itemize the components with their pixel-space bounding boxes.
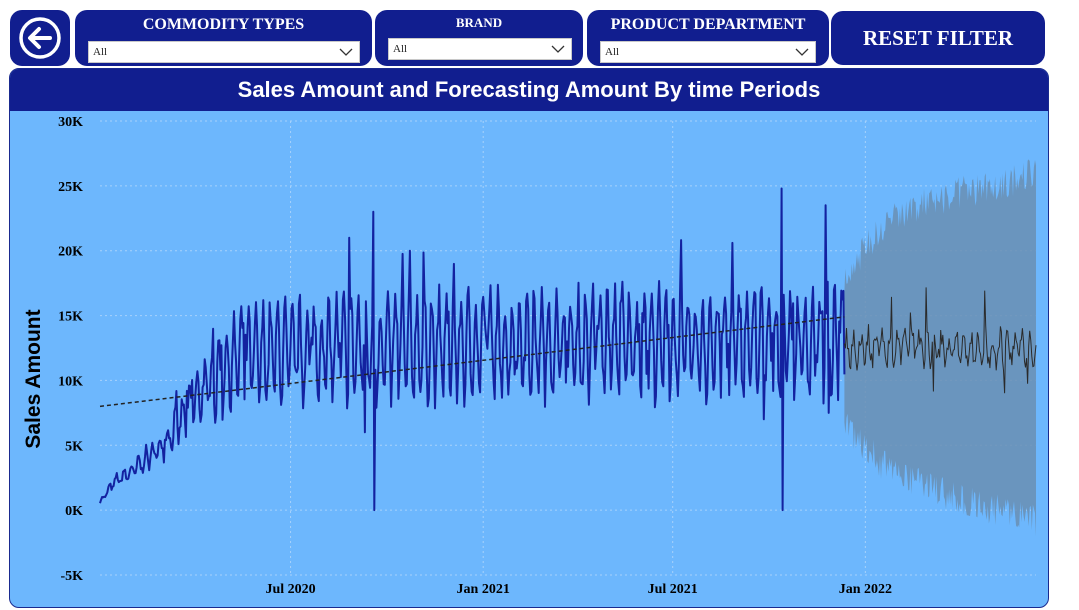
y-tick-label: 5K [65,439,83,454]
chevron-down-icon [551,45,565,53]
y-tick-label: 10K [58,374,83,389]
chevron-down-icon [795,48,809,56]
trend-dashed-line [99,316,845,408]
sales-forecast-panel: Sales Amount and Forecasting Amount By t… [9,68,1049,608]
chevron-down-icon [339,48,353,56]
dropdown-value: All [393,43,408,55]
y-tick-label: 15K [58,310,83,325]
x-tick-label: Jan 2022 [839,582,892,597]
forecast-series [843,287,1037,394]
product-department-dropdown[interactable]: All [600,41,816,63]
commodity-types-dropdown[interactable]: All [88,41,360,63]
brand-slicer: BRAND All [375,10,583,66]
y-tick-label: 25K [58,180,83,195]
dropdown-value: All [93,46,108,58]
chart-title: Sales Amount and Forecasting Amount By t… [10,69,1048,111]
slicer-title: PRODUCT DEPARTMENT [610,16,806,33]
reset-filter-button[interactable]: RESET FILTER [831,11,1045,65]
brand-dropdown[interactable]: All [388,38,572,60]
trend-line [99,316,845,408]
actual-series [99,187,846,512]
x-tick-label: Jul 2020 [265,582,315,597]
back-arrow-icon [19,17,61,59]
dropdown-value: All [605,46,620,58]
slicer-title: COMMODITY TYPES [142,16,305,33]
y-tick-label: 0K [65,504,83,519]
forecast-line [843,287,1037,394]
y-axis-ticks: -5K 0K 5K 10K 15K 20K 25K 30K [58,115,83,584]
x-tick-label: Jul 2021 [648,582,698,597]
back-button[interactable] [10,10,70,66]
commodity-types-slicer: COMMODITY TYPES All [75,10,372,66]
y-tick-label: 30K [58,115,83,130]
actual-line [99,187,846,512]
x-tick-label: Jan 2021 [457,582,510,597]
y-tick-label: 20K [58,245,83,260]
y-axis-label: Sales Amount [22,309,45,448]
y-tick-label: -5K [60,569,83,584]
product-department-slicer: PRODUCT DEPARTMENT All [587,10,829,66]
x-axis-ticks: Jul 2020 Jan 2021 Jul 2021 Jan 2022 [265,582,892,597]
slicer-title: BRAND [455,15,503,30]
